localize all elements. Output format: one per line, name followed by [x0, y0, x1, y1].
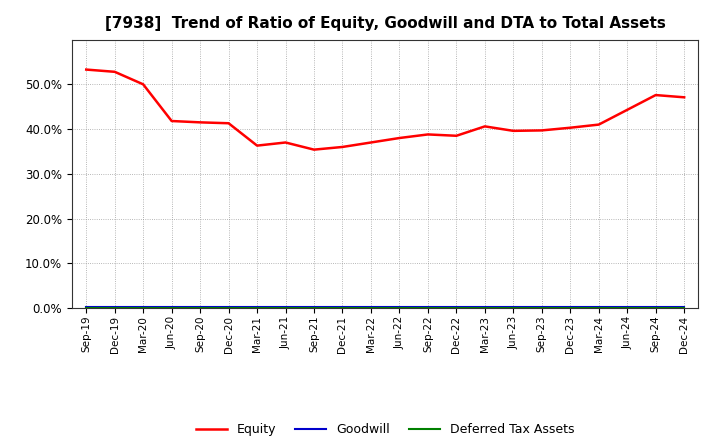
Goodwill	[509, 304, 518, 310]
Deferred Tax Assets	[452, 305, 461, 310]
Deferred Tax Assets	[282, 305, 290, 310]
Line: Equity: Equity	[86, 70, 684, 150]
Deferred Tax Assets	[509, 305, 518, 310]
Goodwill	[680, 304, 688, 310]
Deferred Tax Assets	[537, 305, 546, 310]
Deferred Tax Assets	[395, 305, 404, 310]
Goodwill	[623, 304, 631, 310]
Equity	[338, 144, 347, 150]
Deferred Tax Assets	[139, 305, 148, 310]
Equity	[167, 118, 176, 124]
Goodwill	[196, 304, 204, 310]
Goodwill	[423, 304, 432, 310]
Deferred Tax Assets	[595, 305, 603, 310]
Goodwill	[82, 304, 91, 310]
Equity	[652, 92, 660, 98]
Goodwill	[395, 304, 404, 310]
Equity	[282, 140, 290, 145]
Deferred Tax Assets	[680, 305, 688, 310]
Equity	[110, 69, 119, 74]
Equity	[253, 143, 261, 148]
Deferred Tax Assets	[652, 305, 660, 310]
Goodwill	[282, 304, 290, 310]
Deferred Tax Assets	[82, 305, 91, 310]
Legend: Equity, Goodwill, Deferred Tax Assets: Equity, Goodwill, Deferred Tax Assets	[191, 418, 580, 440]
Equity	[196, 120, 204, 125]
Equity	[680, 95, 688, 100]
Equity	[310, 147, 318, 152]
Equity	[395, 136, 404, 141]
Deferred Tax Assets	[196, 305, 204, 310]
Equity	[509, 128, 518, 133]
Goodwill	[167, 304, 176, 310]
Goodwill	[595, 304, 603, 310]
Equity	[537, 128, 546, 133]
Deferred Tax Assets	[310, 305, 318, 310]
Goodwill	[139, 304, 148, 310]
Goodwill	[537, 304, 546, 310]
Deferred Tax Assets	[167, 305, 176, 310]
Equity	[82, 67, 91, 72]
Deferred Tax Assets	[423, 305, 432, 310]
Equity	[452, 133, 461, 139]
Title: [7938]  Trend of Ratio of Equity, Goodwill and DTA to Total Assets: [7938] Trend of Ratio of Equity, Goodwil…	[105, 16, 665, 32]
Deferred Tax Assets	[623, 305, 631, 310]
Goodwill	[366, 304, 375, 310]
Equity	[595, 122, 603, 127]
Equity	[480, 124, 489, 129]
Goodwill	[652, 304, 660, 310]
Deferred Tax Assets	[253, 305, 261, 310]
Deferred Tax Assets	[110, 305, 119, 310]
Goodwill	[225, 304, 233, 310]
Equity	[139, 82, 148, 87]
Goodwill	[452, 304, 461, 310]
Deferred Tax Assets	[480, 305, 489, 310]
Goodwill	[480, 304, 489, 310]
Equity	[566, 125, 575, 130]
Equity	[366, 140, 375, 145]
Deferred Tax Assets	[566, 305, 575, 310]
Goodwill	[310, 304, 318, 310]
Equity	[423, 132, 432, 137]
Goodwill	[110, 304, 119, 310]
Equity	[225, 121, 233, 126]
Deferred Tax Assets	[225, 305, 233, 310]
Goodwill	[253, 304, 261, 310]
Goodwill	[338, 304, 347, 310]
Equity	[623, 107, 631, 113]
Deferred Tax Assets	[366, 305, 375, 310]
Goodwill	[566, 304, 575, 310]
Deferred Tax Assets	[338, 305, 347, 310]
